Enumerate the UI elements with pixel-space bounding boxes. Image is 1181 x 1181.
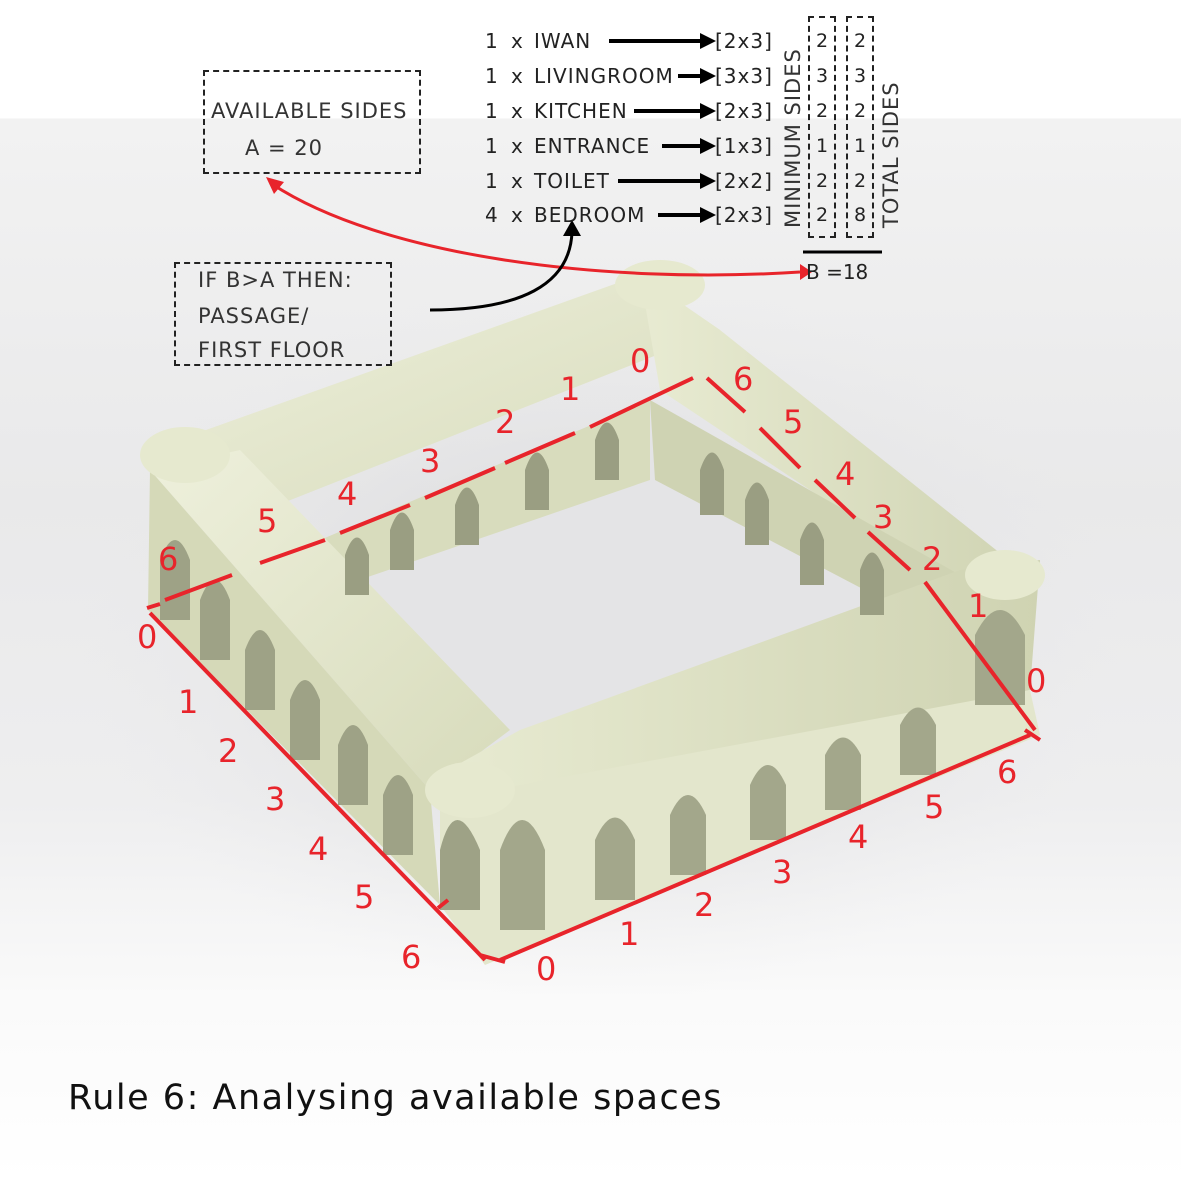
room-x: x [511,203,524,227]
total-sides-label: TOTAL SIDES [879,81,903,228]
edge-num: 1 [560,370,580,408]
min-value: 2 [815,170,829,192]
room-qty: 1 [485,64,499,88]
room-dim: [2x2] [715,169,773,193]
minimum-sides-label: MINIMUM SIDES [781,48,805,228]
edge-num: 1 [178,683,198,721]
edge-num: 1 [619,915,639,953]
room-qty: 4 [485,203,499,227]
edge-num: 5 [924,788,944,826]
room-name: IWAN [534,29,592,53]
total-value: 1 [853,135,867,157]
room-name: LIVINGROOM [534,64,674,88]
edge-num: 0 [137,618,157,656]
edge-num: 0 [536,950,556,988]
available-sides-box: AVAILABLE SIDES A = 20 [203,70,421,174]
total-value: 2 [853,100,867,122]
room-x: x [511,29,524,53]
rule-line-3: FIRST FLOOR [198,338,346,362]
min-value: 2 [815,100,829,122]
room-x: x [511,169,524,193]
room-qty: 1 [485,134,499,158]
room-dim: [2x3] [715,29,773,53]
rule-line-2: PASSAGE/ [198,304,310,328]
edge-num: 1 [968,587,988,625]
edge-num: 3 [265,780,285,818]
edge-num: 2 [694,886,714,924]
room-name: ENTRANCE [534,134,651,158]
minimum-sides-column [808,16,836,238]
total-value: 3 [853,65,867,87]
edge-num: 4 [848,818,868,856]
edge-num: 5 [783,403,803,441]
edge-num: 2 [922,540,942,578]
room-name: TOILET [534,169,610,193]
b-total-label: B =18 [806,260,869,284]
edge-num: 4 [308,830,328,868]
edge-num: 2 [495,403,515,441]
total-sides-column [846,16,874,238]
edge-num: 6 [733,360,753,398]
room-qty: 1 [485,169,499,193]
edge-num: 3 [772,853,792,891]
rule-line-1: IF B>A THEN: [198,268,353,292]
edge-num: 0 [1026,662,1046,700]
edge-num: 6 [158,540,178,578]
edge-num: 3 [873,498,893,536]
available-sides-title: AVAILABLE SIDES [211,99,408,123]
room-qty: 1 [485,29,499,53]
min-value: 2 [815,204,829,226]
min-value: 2 [815,30,829,52]
total-value: 8 [853,204,867,226]
edge-num: 5 [257,502,277,540]
room-dim: [1x3] [715,134,773,158]
room-x: x [511,64,524,88]
figure-caption: Rule 6: Analysing available spaces [68,1078,724,1118]
room-dim: [3x3] [715,64,773,88]
edge-num: 4 [835,455,855,493]
room-qty: 1 [485,99,499,123]
room-dim: [2x3] [715,99,773,123]
edge-num: 5 [354,878,374,916]
room-dim: [2x3] [715,203,773,227]
available-sides-value: A = 20 [245,136,324,160]
edge-num: 6 [401,938,421,976]
edge-num: 6 [997,753,1017,791]
room-name: KITCHEN [534,99,628,123]
edge-num: 3 [420,442,440,480]
total-value: 2 [853,170,867,192]
room-x: x [511,99,524,123]
edge-num: 0 [630,342,650,380]
edge-num: 4 [337,475,357,513]
min-value: 3 [815,65,829,87]
room-name: BEDROOM [534,203,646,227]
rule-condition-box: IF B>A THEN: PASSAGE/ FIRST FLOOR [174,262,392,366]
min-value: 1 [815,135,829,157]
room-x: x [511,134,524,158]
edge-num: 2 [218,732,238,770]
total-value: 2 [853,30,867,52]
